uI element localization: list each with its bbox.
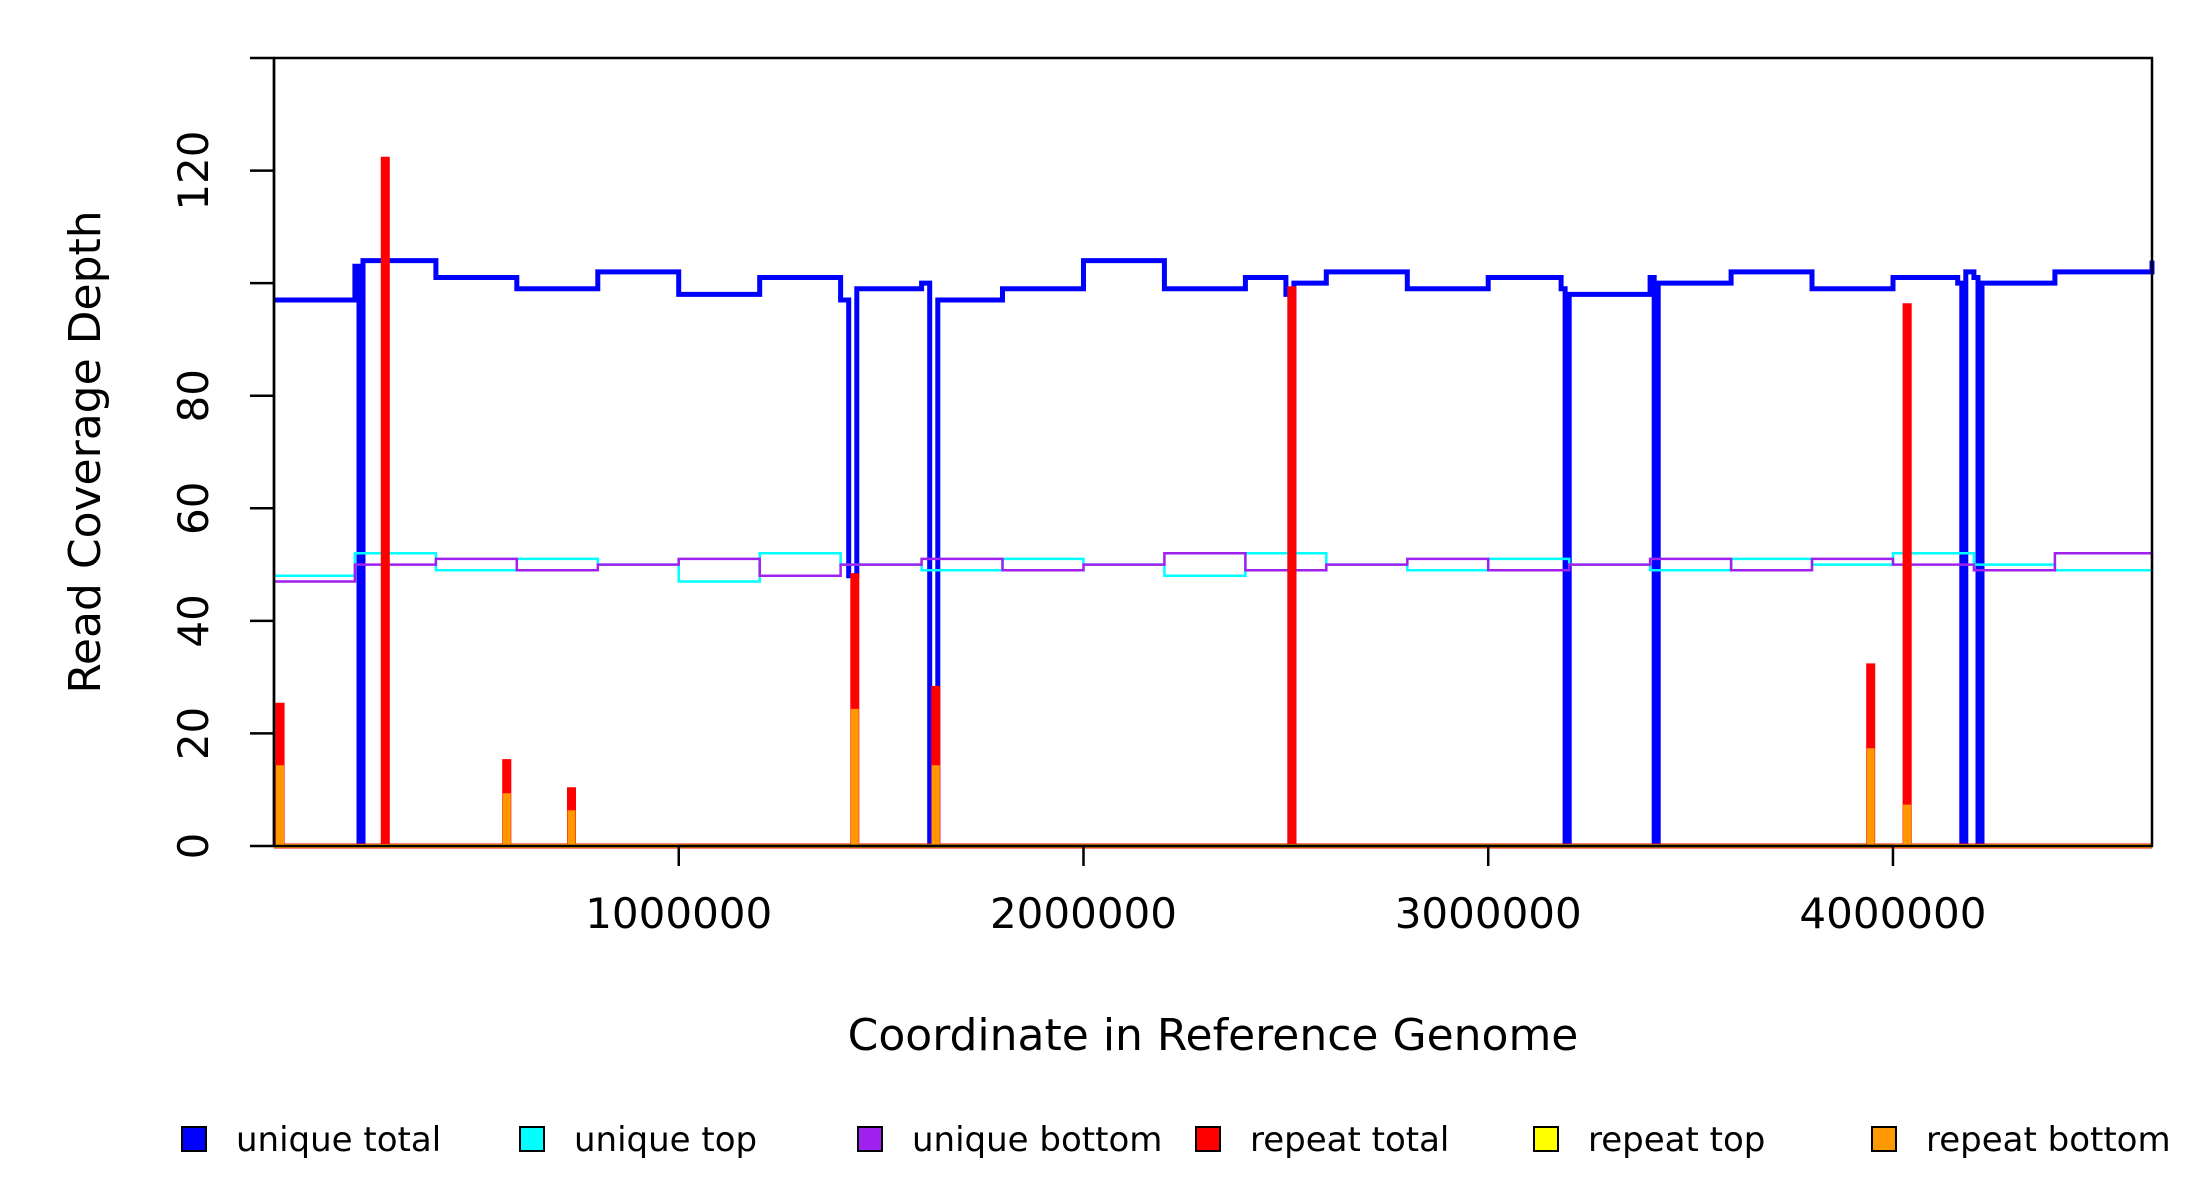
- series-line-unique-bottom: [274, 552, 2154, 583]
- series-line-unique-top: [274, 552, 2154, 583]
- legend-label-unique-top: unique top: [574, 1120, 757, 1160]
- legend-label-unique-bottom: unique bottom: [912, 1120, 1162, 1160]
- legend-label-unique-total: unique total: [236, 1120, 441, 1160]
- legend-swatch-unique-bottom: [857, 1126, 883, 1152]
- y-tick-label: 0: [169, 833, 218, 860]
- y-tick-label: 20: [169, 707, 218, 760]
- legend-swatch-repeat-top: [1533, 1126, 1559, 1152]
- y-axis-title: Read Coverage Depth: [60, 210, 111, 693]
- legend-label-repeat-total: repeat total: [1250, 1120, 1449, 1160]
- x-axis: 1000000 2000000 3000000 4000000: [585, 844, 1986, 938]
- y-tick-label: 40: [169, 594, 218, 647]
- x-tick-label: 2000000: [990, 889, 1177, 938]
- legend-swatch-repeat-total: [1195, 1126, 1221, 1152]
- legend-label-repeat-top: repeat top: [1588, 1120, 1765, 1160]
- legend-swatch-repeat-bottom: [1871, 1126, 1897, 1152]
- legend: unique total unique top unique bottom repea…: [181, 1120, 2171, 1160]
- y-tick-label: 80: [169, 369, 218, 422]
- x-tick-label: 4000000: [1799, 889, 1986, 938]
- plot-area: [274, 156, 2155, 849]
- x-tick-label: 3000000: [1395, 889, 1582, 938]
- x-tick-label: 1000000: [585, 889, 772, 938]
- legend-swatch-unique-top: [519, 1126, 545, 1152]
- y-axis: 0 20 40 60 80 120: [169, 56, 276, 860]
- y-tick-label: 120: [169, 130, 218, 210]
- legend-swatch-unique-total: [181, 1126, 207, 1152]
- legend-label-repeat-bottom: repeat bottom: [1926, 1120, 2171, 1160]
- series-line-repeat-total: [274, 156, 2152, 849]
- x-axis-title: Coordinate in Reference Genome: [848, 1010, 1579, 1061]
- y-tick-label: 60: [169, 482, 218, 535]
